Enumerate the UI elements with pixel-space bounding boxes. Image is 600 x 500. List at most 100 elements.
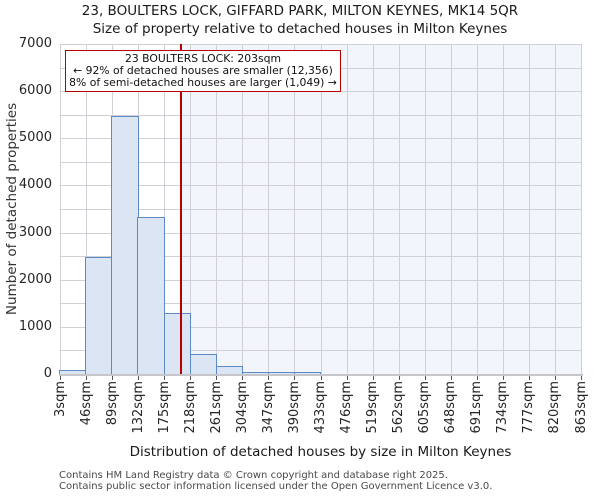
- histogram-bar: [111, 116, 139, 374]
- gridline-horizontal: [60, 303, 581, 305]
- gridline-horizontal: [60, 232, 581, 234]
- gridline-vertical: [242, 44, 243, 374]
- x-tick-label: 648sqm: [443, 381, 459, 434]
- x-tick-label: 218sqm: [182, 381, 198, 434]
- gridline-vertical: [581, 44, 582, 374]
- gridline-horizontal: [60, 209, 581, 210]
- x-tick-mark: [450, 375, 452, 380]
- gridline-vertical: [555, 44, 556, 374]
- gridline-horizontal: [60, 161, 581, 163]
- x-tick-label: 562sqm: [391, 381, 407, 434]
- x-tick-label: 519sqm: [365, 381, 381, 434]
- y-tick-label: 1000: [18, 318, 52, 334]
- gridline-horizontal: [60, 114, 581, 116]
- x-tick-label: 175sqm: [156, 381, 172, 434]
- x-tick-label: 476sqm: [339, 381, 355, 434]
- y-tick-label: 0: [43, 366, 52, 381]
- x-tick-mark: [138, 375, 140, 380]
- annotation-smaller-stat: ← 92% of detached houses are smaller (12…: [73, 63, 333, 77]
- gridline-vertical: [216, 44, 217, 374]
- histogram-bar: [215, 365, 244, 374]
- gridline-horizontal: [60, 44, 581, 45]
- x-tick-label: 132sqm: [130, 381, 146, 434]
- x-tick-label: 433sqm: [313, 381, 328, 434]
- histogram-bar: [163, 313, 191, 374]
- x-tick-mark: [346, 375, 348, 380]
- gridline-vertical: [347, 44, 348, 374]
- plot-area: 23 BOULTERS LOCK: 203sqm ← 92% of detach…: [59, 44, 582, 374]
- x-tick-mark: [581, 375, 582, 380]
- y-tick-label: 2000: [18, 271, 52, 287]
- x-tick-label: 777sqm: [521, 381, 537, 434]
- gridline-vertical: [503, 44, 504, 374]
- x-tick-label: 304sqm: [234, 381, 250, 434]
- gridline-vertical: [425, 44, 426, 374]
- chart-subtitle: Size of property relative to detached ho…: [92, 21, 508, 37]
- gridline-vertical: [399, 44, 400, 374]
- y-tick-label: 3000: [18, 224, 52, 240]
- x-tick-label: 347sqm: [260, 381, 276, 434]
- y-tick-label: 4000: [18, 177, 52, 193]
- x-tick-label: 734sqm: [495, 381, 511, 434]
- gridline-vertical: [373, 44, 374, 374]
- y-tick-label: 6000: [18, 83, 52, 99]
- x-tick-mark: [320, 375, 322, 380]
- gridline-vertical: [321, 44, 322, 374]
- x-tick-label: 261sqm: [208, 381, 224, 434]
- y-tick-label: 7000: [18, 36, 52, 51]
- gridline-vertical: [86, 44, 87, 374]
- x-tick-label: 89sqm: [104, 381, 120, 426]
- histogram-bar: [293, 372, 322, 374]
- histogram-bar: [189, 353, 217, 374]
- y-tick-label: 5000: [18, 130, 52, 146]
- gridline-vertical: [60, 44, 61, 374]
- x-axis-line: [59, 373, 583, 376]
- histogram-bar: [85, 256, 113, 374]
- x-tick-mark: [476, 375, 478, 380]
- gridline-horizontal: [60, 256, 581, 258]
- x-tick-mark: [398, 375, 400, 380]
- gridline-horizontal: [60, 138, 581, 140]
- gridline-vertical: [294, 44, 295, 374]
- gridline-vertical: [268, 44, 269, 374]
- annotation-larger-stat: 8% of semi-detached houses are larger (1…: [69, 75, 337, 89]
- x-tick-mark: [528, 375, 530, 380]
- x-tick-mark: [268, 375, 270, 380]
- x-tick-label: 3sqm: [52, 381, 68, 417]
- gridline-vertical: [529, 44, 530, 374]
- gridline-vertical: [190, 44, 191, 374]
- histogram-bar: [137, 217, 165, 374]
- footer-line-2: Contains public sector information licen…: [59, 481, 493, 493]
- x-axis-label: Distribution of detached houses by size …: [129, 444, 512, 460]
- annotation-property-size: 23 BOULTERS LOCK: 203sqm: [125, 51, 281, 65]
- attribution-footer: Contains HM Land Registry data © Crown c…: [59, 470, 492, 493]
- x-tick-mark: [86, 375, 88, 380]
- x-tick-mark: [216, 375, 218, 380]
- x-tick-mark: [294, 375, 296, 380]
- x-tick-label: 820sqm: [547, 381, 563, 434]
- x-tick-label: 46sqm: [78, 381, 94, 426]
- x-tick-label: 863sqm: [573, 381, 589, 434]
- gridline-horizontal: [60, 279, 581, 281]
- x-tick-mark: [242, 375, 244, 380]
- x-tick-mark: [554, 375, 556, 380]
- x-tick-mark: [164, 375, 166, 380]
- x-tick-mark: [112, 375, 114, 380]
- gridline-horizontal: [60, 326, 581, 328]
- property-size-marker-line: [180, 44, 183, 374]
- annotation-callout-box: 23 BOULTERS LOCK: 203sqm ← 92% of detach…: [65, 50, 341, 93]
- x-tick-mark: [190, 375, 192, 380]
- x-tick-mark: [60, 375, 61, 380]
- x-tick-label: 691sqm: [469, 381, 485, 434]
- chart-title: 23, BOULTERS LOCK, GIFFARD PARK, MILTON …: [81, 3, 519, 19]
- x-tick-mark: [502, 375, 504, 380]
- gridline-vertical: [164, 44, 165, 374]
- gridline-horizontal: [60, 185, 581, 187]
- footer-line-1: Contains HM Land Registry data © Crown c…: [59, 470, 448, 481]
- x-tick-label: 605sqm: [417, 381, 433, 434]
- x-tick-label: 390sqm: [286, 381, 302, 434]
- x-tick-mark: [424, 375, 426, 380]
- gridline-horizontal: [60, 350, 581, 352]
- x-tick-mark: [372, 375, 374, 380]
